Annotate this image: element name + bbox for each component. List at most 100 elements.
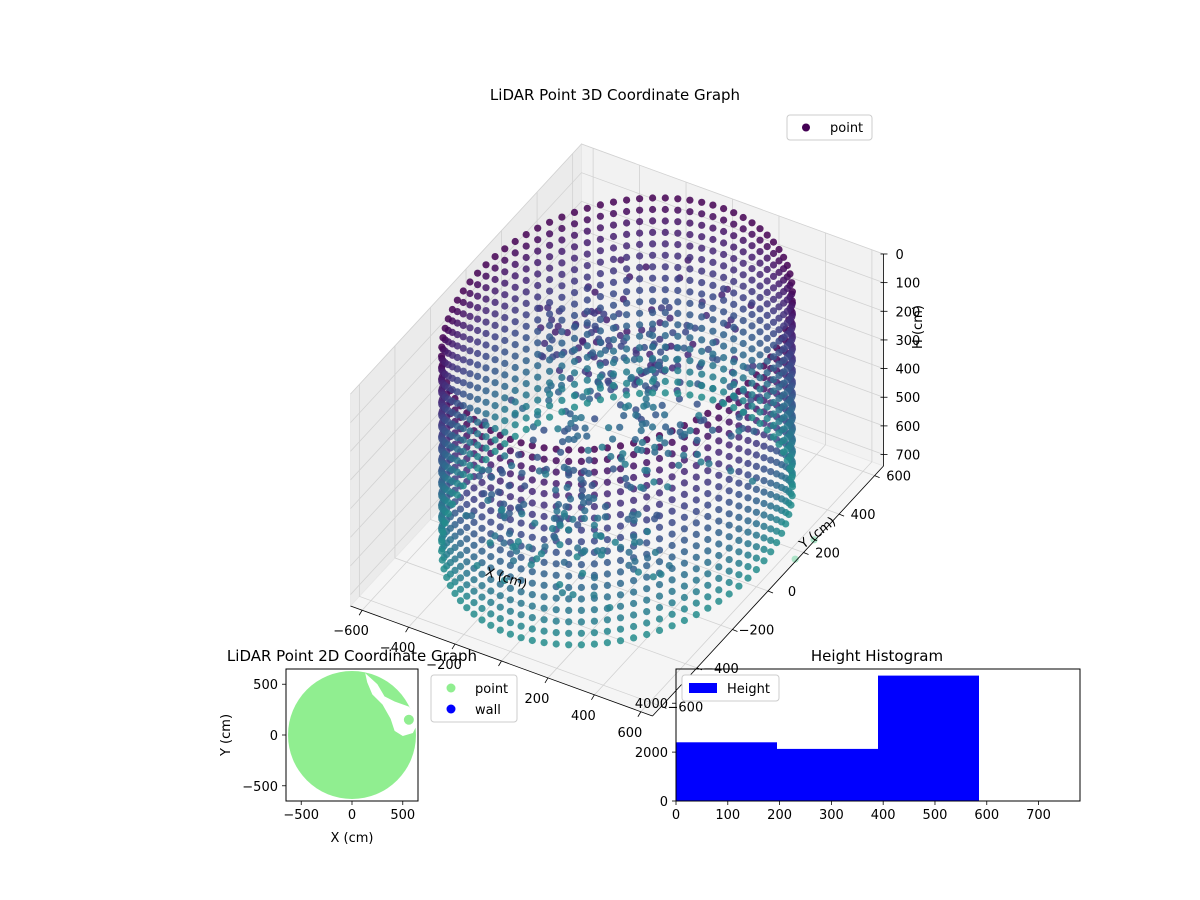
point-3d (491, 275, 499, 284)
point-3d (468, 512, 476, 520)
point-3d (725, 418, 733, 426)
point-3d (558, 259, 566, 267)
point-3d (546, 310, 554, 318)
point-3d (501, 405, 509, 413)
point-3d (590, 521, 599, 529)
point-3d (744, 540, 752, 548)
point-3d (674, 309, 682, 317)
point-3d (704, 558, 712, 567)
point-3d (522, 391, 530, 399)
point-3d (511, 295, 519, 303)
point-3d (730, 277, 738, 286)
point-3d (661, 205, 669, 214)
point-3d (698, 336, 706, 344)
point-3d (623, 276, 631, 284)
point-3d (511, 260, 519, 268)
point-3d (552, 548, 560, 557)
point-3d (592, 531, 600, 540)
z-tick-label-3d: 700 (896, 449, 921, 464)
point-3d (623, 219, 631, 227)
point-3d (704, 421, 712, 429)
point-3d (709, 327, 717, 335)
point-3d (478, 570, 486, 578)
point-3d (563, 483, 571, 492)
x-tick-label-3d: −400 (380, 641, 416, 656)
point-3d (540, 639, 548, 647)
point-3d (540, 604, 548, 612)
point-3d (463, 535, 471, 543)
point-3d (491, 379, 499, 387)
point-3d (478, 524, 486, 532)
point-3d (482, 375, 490, 383)
point-3d (540, 524, 548, 532)
point-3d (491, 321, 499, 329)
y-tick-label-histogram: 0 (660, 795, 668, 810)
point-3d (518, 510, 526, 518)
point-3d (501, 394, 509, 402)
point-3d (459, 459, 467, 467)
point-3d (496, 546, 504, 554)
point-3d (574, 432, 582, 440)
point-3d (517, 553, 525, 562)
point-3d (571, 414, 579, 422)
point-3d (680, 548, 689, 556)
point-3d (642, 263, 650, 271)
point-3d (769, 433, 778, 441)
point-3d (609, 278, 618, 286)
point-3d (625, 548, 633, 556)
point-3d (522, 345, 530, 353)
axes-frame-histogram (675, 668, 1081, 802)
point-3d (649, 320, 657, 328)
point-3d (735, 513, 743, 522)
point-3d (668, 507, 676, 515)
point-3d (775, 245, 783, 254)
point-3d (692, 576, 700, 584)
point-3d (750, 427, 758, 435)
point-3d (440, 565, 448, 573)
z-tick-label-3d: 500 (896, 391, 921, 406)
panel-2d: LiDAR Point 2D Coordinate Graph −500−500… (219, 647, 518, 846)
point-3d (570, 289, 579, 297)
point-3d (603, 524, 612, 532)
point-3d (511, 329, 519, 337)
point-3d (636, 195, 644, 203)
point-3d (474, 292, 482, 300)
point-3d (643, 516, 651, 524)
point-3d (709, 235, 717, 244)
point-3d (558, 224, 566, 233)
point-3d (655, 477, 664, 486)
point-3d (491, 402, 499, 410)
point-3d (501, 371, 509, 379)
point-3d (680, 445, 689, 453)
point-3d (540, 627, 548, 635)
point-3d (506, 596, 514, 604)
legend-3d-frame (786, 114, 873, 141)
point-3d (590, 494, 598, 502)
point-3d (546, 241, 554, 249)
point-3d (456, 585, 465, 593)
point-3d (686, 196, 694, 204)
point-3d (748, 219, 756, 227)
point-3d (763, 265, 771, 274)
point-3d (684, 351, 692, 359)
x-tick-3d (405, 626, 409, 633)
point-3d (500, 539, 508, 547)
point-3d (715, 494, 723, 502)
point-3d (725, 556, 733, 564)
point-3d (636, 309, 644, 317)
point-3d (636, 275, 644, 283)
point-3d (744, 528, 752, 536)
point-3d (554, 322, 562, 330)
point-3d (466, 289, 474, 298)
y-tick-label-histogram: 4000 (635, 697, 668, 712)
point-3d (704, 444, 712, 452)
point-3d (565, 629, 573, 637)
point-3d (517, 462, 525, 470)
point-3d (537, 550, 546, 558)
point-3d (570, 300, 579, 308)
point-3d (558, 385, 566, 393)
point-3d (756, 259, 764, 267)
point-3d (739, 248, 747, 256)
point-3d (569, 515, 577, 523)
point-3d (453, 342, 461, 350)
